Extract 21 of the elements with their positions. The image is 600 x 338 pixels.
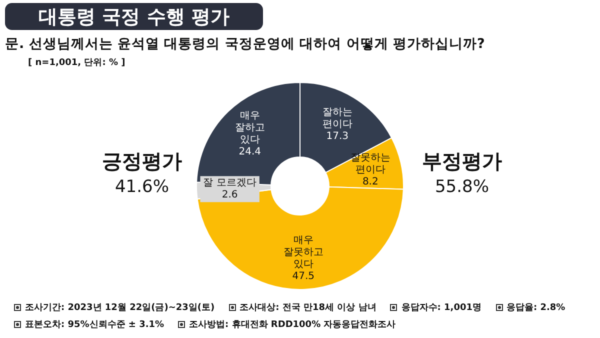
text: 55.8%	[434, 177, 490, 197]
chart-title: 대통령 국정 수행 평가	[5, 3, 263, 30]
text: 부정평가	[421, 148, 503, 175]
text: [ n=1,001, 단위: % ]	[28, 57, 126, 69]
slice-label: 잘하는 편이다	[322, 106, 352, 130]
text: 응답율: 2.8%	[506, 302, 566, 315]
text: 41.6%	[114, 177, 170, 197]
data-label: 17.3	[326, 130, 348, 142]
text: 조사방법: 휴대전화 RDD100% 자동응답전화조사	[189, 319, 396, 332]
data-label: 47.5	[292, 270, 315, 282]
text: 조사기간: 2023년 12월 22일(금)~23일(토)	[25, 302, 215, 315]
slice-label: 매우 잘하고 있다	[234, 110, 265, 146]
text: 응답자수: 1,001명	[401, 302, 482, 315]
data-label: 8.2	[362, 176, 378, 188]
text: 조사대상: 전국 만18세 이상 남녀	[240, 302, 376, 315]
slice-label: 잘못하는 편이다	[350, 152, 390, 176]
text: 표본오차: 95%신뢰수준 ± 3.1%	[25, 319, 164, 332]
slice-label: 매우 잘못하고 있다	[283, 234, 324, 270]
text: 긍정평가	[101, 148, 183, 175]
chart-subtitle: 문. 선생님께서는 윤석열 대통령의 국정운영에 대하여 어떻게 평가하십니까?	[5, 35, 485, 53]
data-label: 24.4	[238, 146, 262, 158]
